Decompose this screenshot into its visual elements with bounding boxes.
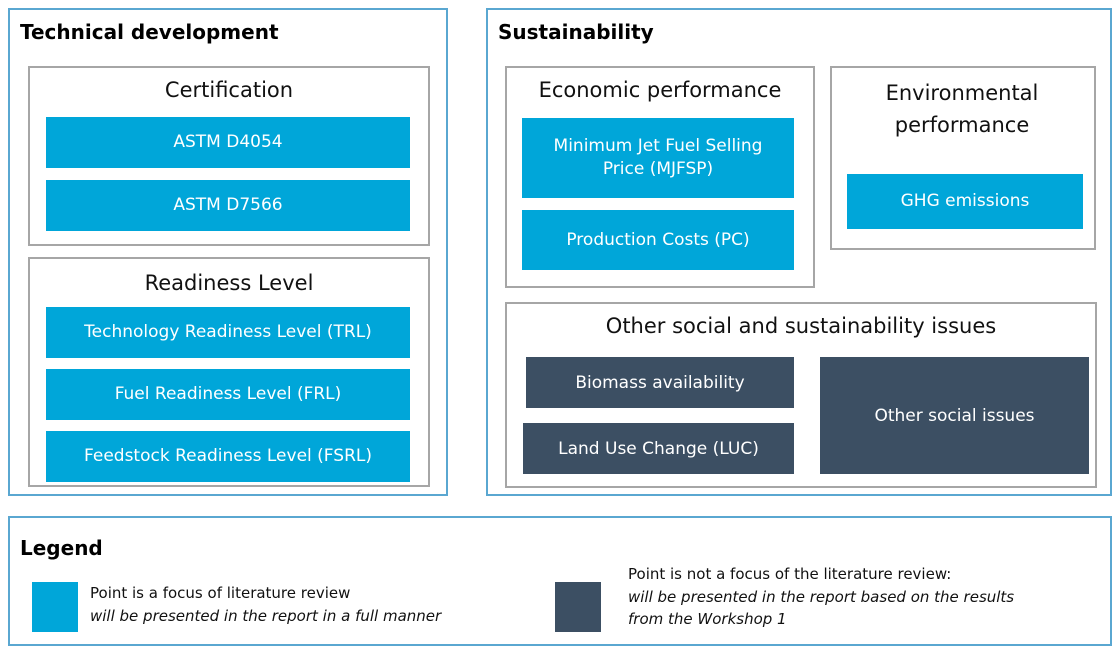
item: ASTM D4054 xyxy=(46,117,410,168)
box-title: Other social and sustainability issues xyxy=(605,314,997,338)
economic-box: Economic performance xyxy=(505,66,815,288)
sustainability-panel: Sustainability xyxy=(486,8,1112,496)
item: Production Costs (PC) xyxy=(522,210,794,270)
readiness-box: Readiness Level xyxy=(28,257,430,487)
item: Biomass availability xyxy=(526,357,794,408)
box-title: Certification xyxy=(164,78,294,102)
other-box: Other social and sustainability issues xyxy=(505,302,1097,488)
legend-text: Point is a focus of literature review wi… xyxy=(90,582,441,627)
legend-line: will be presented in the report in a ful… xyxy=(90,606,442,625)
legend-line: Point is not a focus of the literature r… xyxy=(628,565,952,583)
legend-swatch xyxy=(32,582,78,632)
item: Minimum Jet Fuel Selling Price (MJFSP) xyxy=(522,118,794,198)
item: Technology Readiness Level (TRL) xyxy=(46,307,410,358)
legend-line: Point is a focus of literature review xyxy=(90,584,351,602)
environmental-box: Environmental performance xyxy=(830,66,1096,250)
box-title: Economic performance xyxy=(538,78,782,102)
item: ASTM D7566 xyxy=(46,180,410,231)
item: Other social issues xyxy=(820,357,1089,474)
legend-swatch xyxy=(555,582,601,632)
panel-title: Sustainability xyxy=(498,20,654,44)
item: Fuel Readiness Level (FRL) xyxy=(46,369,410,420)
item: GHG emissions xyxy=(847,174,1083,229)
technical-panel: Technical development xyxy=(8,8,448,496)
panel-title: Technical development xyxy=(20,20,279,44)
box-title: Environmental performance xyxy=(885,81,1039,137)
item: Land Use Change (LUC) xyxy=(523,423,794,474)
legend-line: will be presented in the report based on… xyxy=(628,587,1015,629)
legend-title: Legend xyxy=(20,536,103,560)
item: Feedstock Readiness Level (FSRL) xyxy=(46,431,410,482)
legend-text: Point is not a focus of the literature r… xyxy=(628,563,1048,631)
certification-box: Certification xyxy=(28,66,430,246)
box-title: Readiness Level xyxy=(144,271,314,295)
